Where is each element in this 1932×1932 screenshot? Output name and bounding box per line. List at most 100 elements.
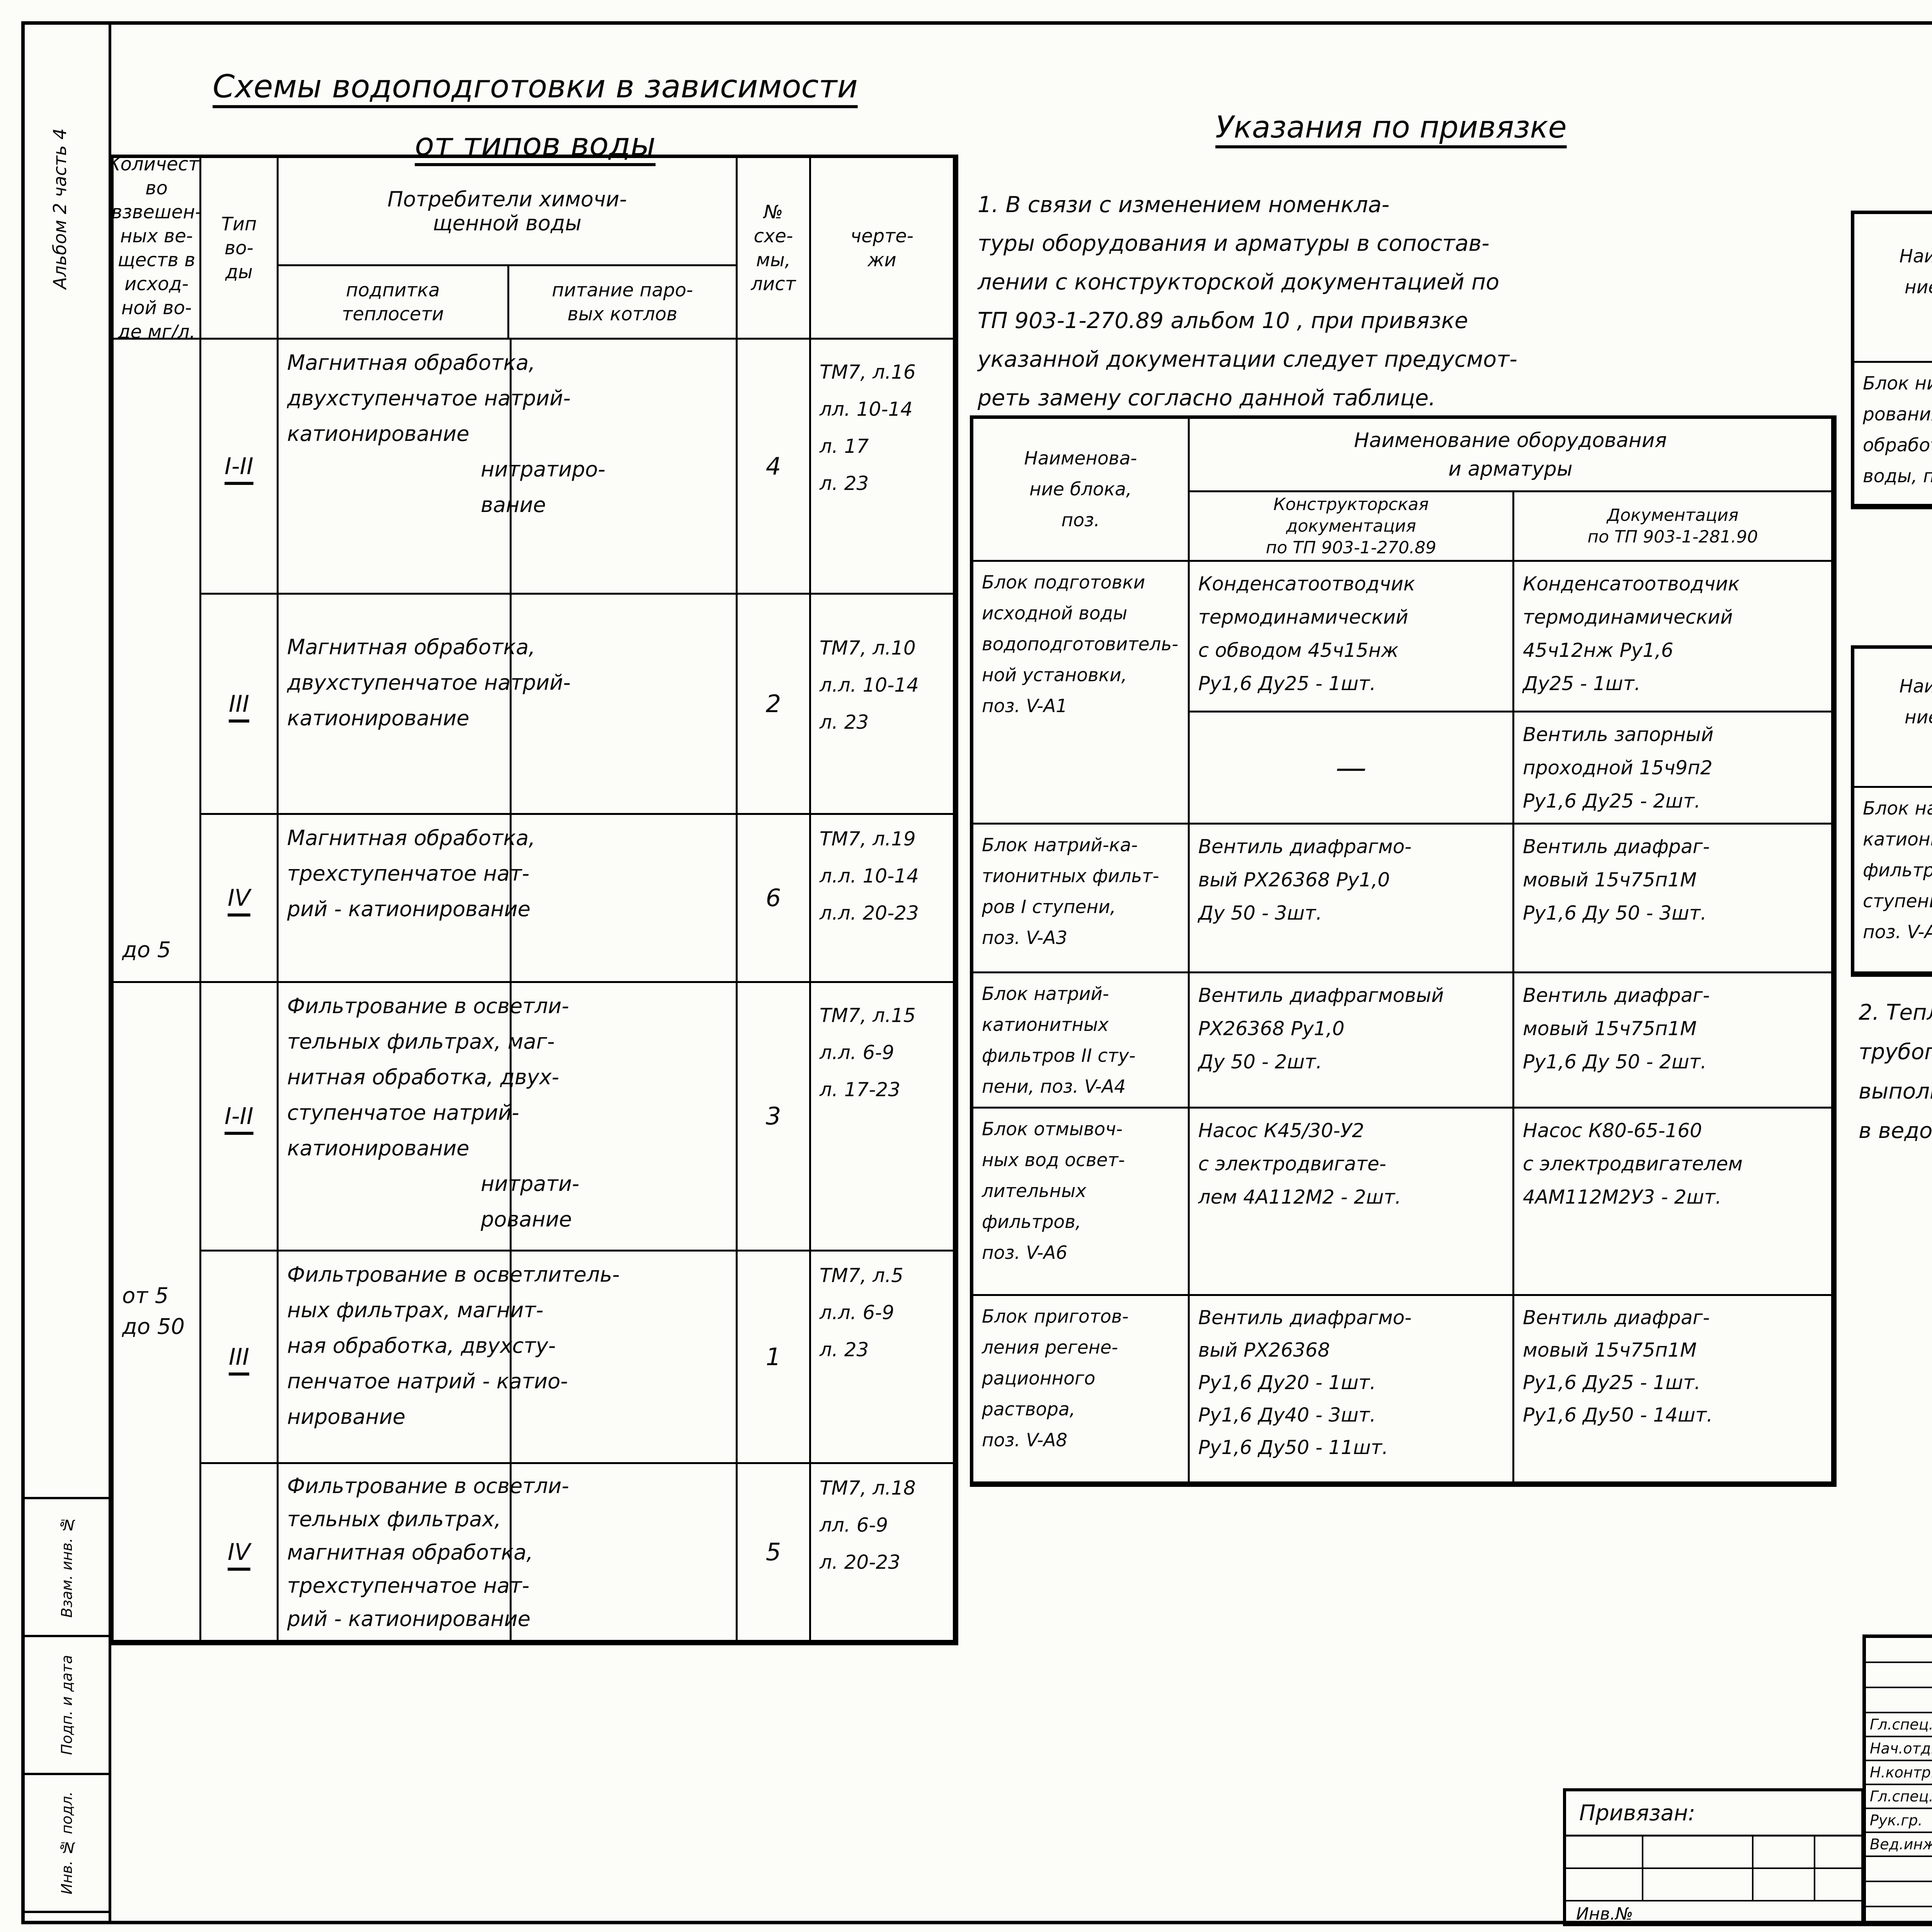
mid-row2-old: Вентиль диафрагмо- вый РХ26368 Ру1,0 Ду …	[1190, 825, 1514, 973]
attached-cell	[1753, 1869, 1815, 1901]
row5-description: Фильтрование в осветлитель- ных фильтрах…	[279, 1252, 738, 1464]
binding-margin-line	[109, 21, 111, 1924]
attached-label: Привязан:	[1566, 1791, 1861, 1837]
row1-type-text: I-II	[224, 452, 253, 480]
row6-sheets: ТМ7, л.18 лл. 6-9 л. 20-23	[811, 1464, 955, 1642]
lower-cell	[1866, 1857, 1932, 1882]
water-schemes-table: Количест- во взвешен- ных ве- ществ в ис…	[110, 155, 958, 1645]
header-suspended-solids: Количест- во взвешен- ных ве- ществ в ис…	[114, 158, 201, 340]
group-5-to-50-label: от 5 до 50	[122, 1283, 185, 1339]
mid-row2-new: Вентиль диафраг- мовый 15ч75п1М Ру1,6 Ду…	[1514, 825, 1833, 973]
row1-type: I-II	[201, 340, 279, 595]
row5-type: III	[201, 1252, 279, 1464]
row4-type-text: I-II	[224, 1103, 253, 1130]
staff-role: Н.контр.	[1866, 1761, 1932, 1785]
attached-cell	[1815, 1837, 1861, 1869]
mid-row4-old: Насос К45/30-У2 с электродвигате- лем 4А…	[1190, 1109, 1514, 1296]
staff-role: Гл.спец.ТО	[1866, 1713, 1932, 1737]
row5-scheme-no: 1	[738, 1252, 811, 1464]
instructions-title: Указания по привязке	[1012, 110, 1770, 145]
row6-type: IV	[201, 1464, 279, 1642]
tb-row-block: Блок натрий- катионитных фильтров III ст…	[1854, 788, 1932, 973]
header-consumers-split: подпитка теплосети питание паро- вых кот…	[279, 266, 738, 340]
mid-row1-new: Конденсатоотводчик термодинамический 45ч…	[1514, 562, 1833, 713]
frame-stamp-column: Взам. инв. № Подп. и дата Инв. № подл.	[22, 1497, 111, 1913]
title-block: Гл.спец.ТО Зуренко Нач.отд. Коверченко Н…	[1862, 1634, 1932, 1926]
stamp-label: Взам. инв. №	[58, 1516, 75, 1618]
group-up-to-5-label: до 5	[122, 937, 171, 963]
note-2-insulation: 2. Тепловую изоляцию оборудования, трубо…	[1859, 1000, 1932, 1143]
row4-sheets: ТМ7, л.15 л.л. 6-9 л. 17-23	[811, 983, 955, 1252]
row4-scheme-no: 3	[738, 983, 811, 1252]
album-side-label: Альбом 2 часть 4	[27, 73, 93, 344]
replacement-table: Наименова- ние блока, поз. Наименование …	[970, 415, 1837, 1487]
revision-cell	[1866, 1688, 1932, 1713]
staff-grid: Гл.спец.ТО Зуренко Нач.отд. Коверченко Н…	[1866, 1713, 1932, 1857]
group-5-to-50: от 5 до 50	[114, 983, 201, 1642]
row2-scheme-no: 2	[738, 595, 811, 815]
lower-cell	[1866, 1907, 1932, 1931]
staff-role: Вед.инж.	[1866, 1833, 1932, 1857]
row6-type-text: IV	[228, 1538, 250, 1566]
mid-row1b-new: Вентиль запорный проходной 15ч9п2 Ру1,6 …	[1514, 713, 1833, 825]
stamp-cell: Инв. № подл.	[22, 1773, 111, 1913]
schemes-title-line1: Схемы водоподготовки в зависимости	[128, 58, 943, 116]
title-block-left: Гл.спец.ТО Зуренко Нач.отд. Коверченко Н…	[1866, 1638, 1932, 1923]
row2-description: Магнитная обработка, двухступенчатое нат…	[279, 595, 738, 815]
stamp-label: Инв. № подл.	[58, 1791, 75, 1895]
row1-desc-text: Магнитная обработка, двухступенчатое нат…	[287, 350, 571, 446]
row6-description: Фильтрование в осветли- тельных фильтрах…	[279, 1464, 738, 1642]
album-label: Альбом 2 часть 4	[49, 128, 70, 289]
mid-row3-new: Вентиль диафраг- мовый 15ч75п1М Ру1,6 Ду…	[1514, 973, 1833, 1109]
attached-cell	[1815, 1869, 1861, 1901]
mid-row1-block: Блок подготовки исходной воды водоподгот…	[973, 562, 1190, 825]
pipes-title-4: Трубопроводы водоподготовительной устано…	[1855, 535, 1932, 633]
pipes-table-4: Наименова- ние блока, поз. Наименование …	[1851, 645, 1932, 977]
revision-grid	[1866, 1638, 1932, 1713]
instructions-item1: 1. В связи с изменением номенкла- туры о…	[978, 192, 1517, 411]
header-scheme-no: № схе- мы, лист	[738, 158, 811, 340]
attached-cell	[1753, 1837, 1815, 1869]
mid-row1b-old-dash: —	[1190, 713, 1514, 825]
staff-role: Нач.отд.	[1866, 1737, 1932, 1761]
inventory-label: Инв.№	[1576, 1904, 1633, 1924]
row3-desc-text: Магнитная обработка, трехступенчатое нат…	[287, 826, 536, 921]
mid-row3-block: Блок натрий- катионитных фильтров II сту…	[973, 973, 1190, 1109]
staff-role: Рук.гр.	[1866, 1809, 1932, 1833]
schemes-title-line1-text: Схемы водоподготовки в зависимости	[213, 68, 858, 105]
row4-extra-text: нитрати- рование	[481, 1172, 580, 1231]
header-steam-boilers: питание паро- вых котлов	[507, 266, 736, 338]
header-drawings: черте- жи	[811, 158, 955, 340]
revision-cell	[1866, 1638, 1932, 1663]
attached-cell	[1566, 1869, 1643, 1901]
ta-row-block: Блок нитрати- рования хим- обработанной …	[1854, 363, 1932, 506]
mid-row5-old: Вентиль диафрагмо- вый РХ26368 Ру1,6 Ду2…	[1190, 1296, 1514, 1483]
attached-cell	[1643, 1837, 1753, 1869]
mid-header-old-doc: Конструкторская документация по ТП 903-1…	[1190, 492, 1514, 562]
row1-scheme-no: 4	[738, 340, 811, 595]
drawing-frame	[21, 21, 1932, 1924]
attached-grid	[1566, 1837, 1861, 1901]
row2-type: III	[201, 595, 279, 815]
mid-row1-old: Конденсатоотводчик термодинамический с о…	[1190, 562, 1514, 713]
row5-sheets: ТМ7, л.5 л.л. 6-9 л. 23	[811, 1252, 955, 1464]
header-water-type: Тип во- ды	[201, 158, 279, 340]
mid-row4-new: Насос К80-65-160 с электродвигателем 4АМ…	[1514, 1109, 1833, 1296]
instructions-title-text: Указания по привязке	[1215, 110, 1567, 145]
lower-grid	[1866, 1857, 1932, 1931]
attached-cell	[1643, 1869, 1753, 1901]
stamp-cell: Взам. инв. №	[22, 1497, 111, 1637]
mid-row3-old: Вентиль диафрагмовый РХ26368 Ру1,0 Ду 50…	[1190, 973, 1514, 1109]
mid-row5-block: Блок приготов- ления регене- рационного …	[973, 1296, 1190, 1483]
row2-type-text: III	[228, 690, 250, 718]
row1-extra-text: нитратиро- вание	[481, 457, 605, 517]
mid-header-equipment: Наименование оборудования и арматуры	[1190, 419, 1833, 492]
pipes-table-1-2: Наименова- ние блока, поз. Наименование …	[1851, 211, 1932, 509]
row3-type: IV	[201, 815, 279, 983]
mid-header-new-doc: Документация по ТП 903-1-281.90	[1514, 492, 1833, 562]
row4-type: I-II	[201, 983, 279, 1252]
staff-role: Гл.спец.	[1866, 1785, 1932, 1809]
mid-header-block: Наименова- ние блока, поз.	[973, 419, 1190, 562]
row1-sheets: ТМ7, л.16 лл. 10-14 л. 17 л. 23	[811, 340, 955, 595]
